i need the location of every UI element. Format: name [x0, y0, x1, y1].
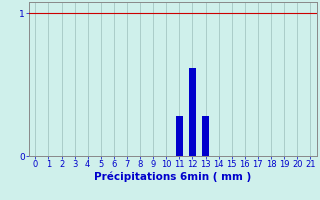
- Bar: [189, 68, 196, 156]
- Bar: [176, 116, 183, 156]
- X-axis label: Précipitations 6min ( mm ): Précipitations 6min ( mm ): [94, 172, 252, 182]
- Bar: [202, 116, 209, 156]
